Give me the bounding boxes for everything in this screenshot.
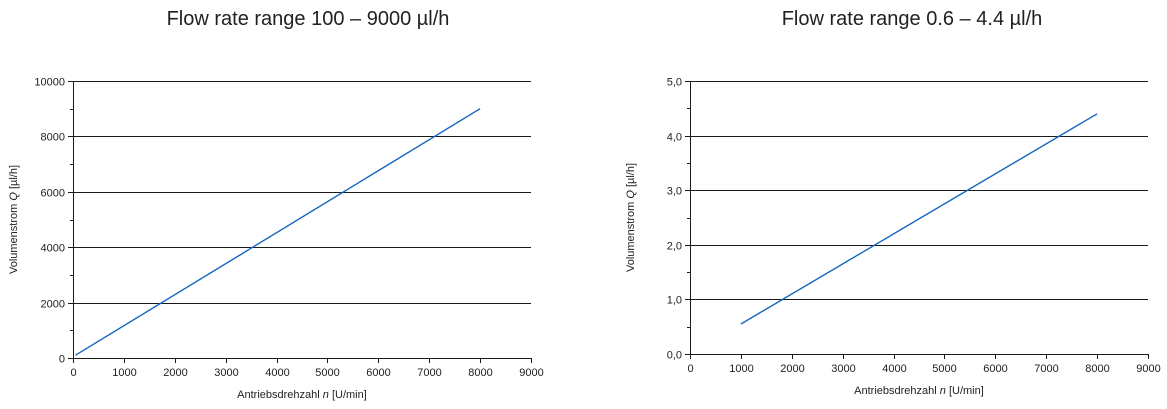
series-line-right [740,113,1098,325]
x-tick-label-right: 6000 [983,363,1007,375]
chart-left: 0 2000 4000 6000 8000 10000 0 1000 2000 3000 4000 5… [8,77,544,402]
x-tick-label-left: 0 [70,367,76,379]
y-tick-label-left: 0 [59,354,65,366]
y-tick-label-right: 2,0 [667,241,682,253]
x-tick-label-left: 3000 [214,367,238,379]
x-tick-label-right: 3000 [831,363,855,375]
x-tick-label-left: 8000 [468,367,492,379]
x-tick-label-right: 9000 [1136,363,1160,375]
x-tick-label-left: 6000 [366,367,390,379]
chart-right: 0,0 1,0 2,0 3,0 4,0 5,0 0 1000 2000 3000 4000 5000 6… [625,77,1161,398]
x-tick-label-right: 7000 [1034,363,1058,375]
y-tick-label-left: 10000 [34,77,65,89]
x-tick-label-left: 9000 [519,367,543,379]
y-axis-label-left: Volumenstrom Q [µl/h] [8,165,20,274]
chart-title-left: Flow rate range 100 – 9000 µl/h [166,8,450,30]
x-tick-label-left: 4000 [265,367,289,379]
x-tick-label-left: 7000 [417,367,441,379]
x-tick-label-right: 1000 [729,363,753,375]
x-tick-label-right: 2000 [780,363,804,375]
chart-title-right: Flow rate range 0.6 – 4.4 µl/h [781,8,1043,30]
y-tick-label-left: 2000 [41,299,65,311]
x-tick-label-left: 2000 [163,367,187,379]
y-tick-label-right: 1,0 [667,295,682,307]
x-tick-label-left: 1000 [112,367,136,379]
y-tick-label-right: 5,0 [667,77,682,89]
x-axis-label-left: Antriebsdrehzahl n [U/min] [237,389,367,401]
y-tick-label-left: 8000 [41,132,65,144]
x-tick-label-right: 8000 [1085,363,1109,375]
x-tick-label-left: 5000 [315,367,339,379]
x-tick-label-right: 4000 [882,363,906,375]
y-tick-label-left: 6000 [41,188,65,200]
y-tick-label-right: 4,0 [667,132,682,144]
y-tick-label-right: 3,0 [667,186,682,198]
x-tick-label-right: 5000 [932,363,956,375]
y-tick-label-left: 4000 [41,243,65,255]
x-axis-label-right: Antriebsdrehzahl n [U/min] [854,385,984,397]
y-tick-label-right: 0,0 [667,350,682,362]
x-tick-label-right: 0 [687,363,693,375]
y-axis-label-right: Volumenstrom Q [µl/h] [625,163,637,272]
series-line-left [75,108,481,356]
